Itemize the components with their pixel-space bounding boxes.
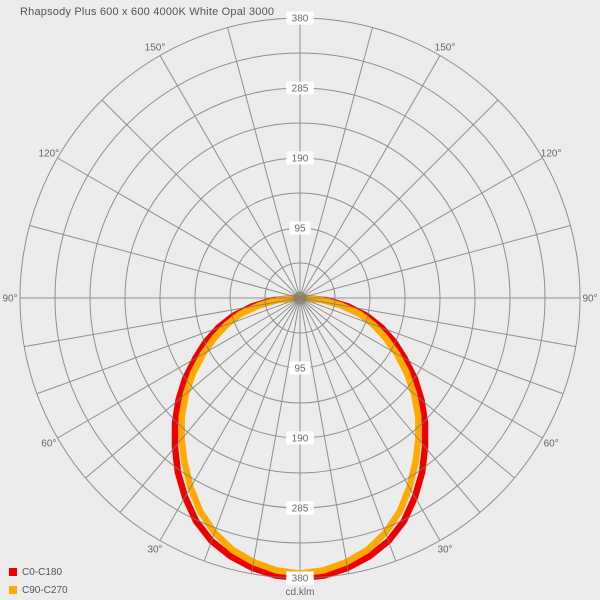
legend-item-c0-c180: C0-C180 [9,563,68,581]
polar-grid [19,17,581,579]
grid-spoke-lower [299,297,564,395]
grid-spoke-lower [299,297,350,574]
legend-item-c90-c270: C90-C270 [9,581,68,599]
angle-label: 150° [435,42,456,53]
legend-swatch-red [9,568,17,576]
grid-spoke-upper [299,99,499,299]
chart-labels: 95 95 190 190 285 285 380 380 cd.klm 30° 30° 60° 60°… [2,11,598,598]
grid-spoke-upper [299,157,543,299]
angle-label: 150° [145,42,166,53]
radial-tick-label: 190 [292,154,309,165]
center-dot [293,291,307,305]
grid-spoke-upper [227,27,301,299]
legend-swatch-orange [9,586,17,594]
grid-spoke-lower [299,297,576,348]
grid-spoke-lower [250,297,301,574]
angle-label: 30° [437,545,452,556]
angle-label: 60° [544,439,559,450]
grid-spoke-lower [24,297,301,348]
radial-tick-label: 285 [292,84,309,95]
tick-chip [289,221,311,235]
radial-tick-label: 95 [294,224,306,235]
grid-spoke-upper [57,157,301,299]
angle-label: 60° [41,439,56,450]
grid-spoke-upper [159,55,301,299]
grid-spoke-lower [119,297,301,513]
grid-spoke-lower [299,297,441,541]
grid-spoke-upper [101,99,301,299]
legend: C0-C180 C90-C270 [9,563,68,599]
tick-chip [286,11,314,25]
radial-tick-label: 285 [292,504,309,515]
radial-tick-label: 380 [292,14,309,25]
radial-tick-label: 380 [292,574,309,585]
angle-label: 120° [39,149,60,160]
angle-label: 30° [147,545,162,556]
grid-spoke-lower [159,297,301,541]
grid-spoke-lower [57,297,301,439]
grid-spoke-lower [299,297,481,513]
legend-label-c90-c270: C90-C270 [22,584,68,596]
tick-chip [286,571,314,585]
legend-label-c0-c180: C0-C180 [22,566,63,578]
grid-spoke-lower [203,297,301,562]
angle-label: 120° [541,149,562,160]
tick-chip [289,361,311,375]
grid-spoke-lower [36,297,301,395]
grid-spoke-lower [299,297,397,562]
grid-spoke-upper [299,27,373,299]
grid-spoke-lower [85,297,301,479]
grid-spoke-upper [299,225,571,299]
grid-spoke-upper [29,225,301,299]
grid-spoke-upper [299,55,441,299]
page-title: Rhapsody Plus 600 x 600 4000K White Opal… [20,6,275,18]
tick-chip [286,501,314,515]
tick-chip [286,81,314,95]
grid-spoke-lower [299,297,543,439]
unit-label: cd.klm [286,587,315,598]
radial-tick-label: 190 [292,434,309,445]
grid-spoke-lower [299,297,515,479]
tick-chip [286,151,314,165]
angle-label: 90° [2,294,17,305]
angle-label: 90° [582,294,597,305]
tick-chip [286,431,314,445]
radial-tick-label: 95 [294,364,306,375]
